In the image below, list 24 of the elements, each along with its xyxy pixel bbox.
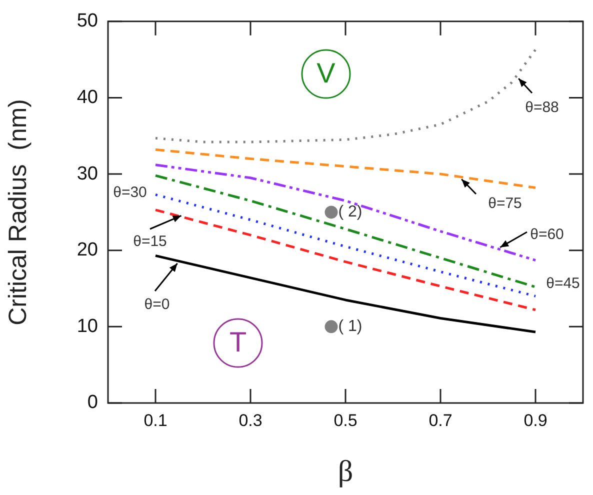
annotation: θ=15	[133, 233, 167, 250]
annotation: θ=88	[525, 99, 559, 116]
x-tick-label: 0.1	[144, 410, 168, 430]
annotation: θ=0	[144, 296, 170, 314]
x-axis-title: β	[338, 454, 354, 488]
annotation: θ=75	[488, 195, 522, 212]
annotation: θ=45	[546, 275, 580, 292]
y-tick-label: 30	[76, 163, 98, 184]
annotation: θ=30	[113, 184, 147, 202]
annotation: T	[229, 326, 247, 358]
x-tick-label: 0.9	[524, 410, 548, 430]
annotation: ( 1)	[338, 318, 362, 336]
y-tick-label: 20	[76, 240, 98, 261]
x-tick-label: 0.7	[428, 410, 452, 430]
x-tick-label: 0.3	[238, 410, 262, 430]
annotation: V	[316, 58, 336, 89]
y-tick-label: 10	[76, 316, 98, 337]
x-tick-label: 0.5	[334, 410, 358, 430]
y-tick-label: 0	[87, 392, 98, 414]
annotation: ( 2)	[338, 204, 362, 221]
y-tick-label: 50	[76, 10, 98, 32]
annotation: θ=60	[530, 226, 564, 244]
y-axis-title: Critical Radius (nm)	[4, 98, 32, 326]
y-tick-label: 40	[76, 86, 98, 108]
